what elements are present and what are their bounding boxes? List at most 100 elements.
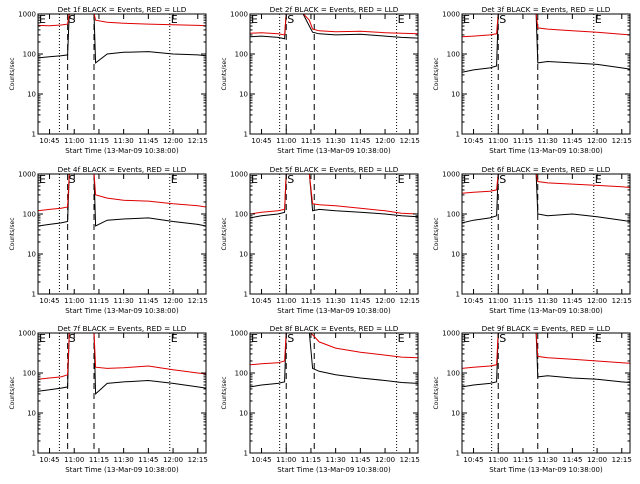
x-tick-label: 10:45	[463, 456, 483, 464]
x-tick-label: 12:15	[188, 456, 208, 464]
plot-frame	[461, 13, 631, 135]
y-tick-label: 10	[27, 91, 36, 99]
plot-frame	[461, 332, 631, 454]
x-tick-label: 12:00	[163, 297, 183, 305]
x-tick-label: 12:00	[587, 456, 607, 464]
y-tick-label: 100	[23, 211, 36, 219]
x-tick-label: 11:15	[301, 137, 321, 145]
x-tick-label: 11:00	[64, 297, 84, 305]
x-tick-label: 10:45	[39, 297, 59, 305]
x-tick-label: 12:15	[612, 456, 632, 464]
marker-label: E	[171, 173, 178, 186]
marker-label: E	[251, 173, 258, 186]
series-events	[38, 333, 206, 396]
y-axis-label: Counts/sec	[9, 376, 16, 409]
y-axis-label: Counts/sec	[221, 376, 228, 409]
x-tick-label: 10:45	[251, 456, 271, 464]
y-axis-label: Counts/sec	[221, 57, 228, 90]
x-tick-label: 11:45	[138, 456, 158, 464]
x-tick-label: 12:15	[400, 297, 420, 305]
x-tick-label: 12:00	[587, 137, 607, 145]
y-tick-label: 1000	[18, 171, 36, 179]
marker-label: E	[251, 332, 258, 345]
marker-label: E	[463, 13, 470, 26]
x-tick-label: 10:45	[251, 137, 271, 145]
marker-label: E	[171, 13, 178, 26]
x-tick-label: 11:00	[488, 297, 508, 305]
panel-title: Det 9f BLACK = Events, RED = LLD	[482, 324, 611, 333]
marker-label: E	[171, 332, 178, 345]
x-tick-label: 11:45	[350, 456, 370, 464]
x-tick-label: 10:45	[39, 137, 59, 145]
x-axis-label: Start Time (13-Mar-09 10:38:00)	[277, 307, 391, 315]
series-lld	[38, 174, 206, 212]
y-tick-label: 1	[456, 291, 460, 299]
series-events	[38, 14, 206, 64]
x-tick-label: 12:15	[612, 297, 632, 305]
series-lld	[38, 333, 206, 380]
marker-label: E	[463, 173, 470, 186]
marker-label: E	[398, 173, 405, 186]
detector-panel-9: Det 9f BLACK = Events, RED = LLD Counts/s…	[433, 324, 632, 474]
x-tick-label: 11:00	[276, 456, 296, 464]
x-tick-label: 12:00	[163, 137, 183, 145]
y-tick-label: 100	[447, 211, 460, 219]
marker-label: S	[69, 13, 76, 26]
y-tick-label: 100	[23, 51, 36, 59]
y-tick-label: 1	[244, 450, 248, 458]
marker-label: E	[595, 332, 602, 345]
x-axis-label: Start Time (13-Mar-09 10:38:00)	[489, 147, 603, 155]
marker-label: E	[39, 13, 46, 26]
panel-title: Det 1f BLACK = Events, RED = LLD	[58, 5, 187, 14]
x-tick-label: 11:15	[89, 137, 109, 145]
series-lld	[250, 174, 418, 215]
y-tick-label: 10	[239, 251, 248, 259]
x-axis-label: Start Time (13-Mar-09 10:38:00)	[489, 307, 603, 315]
panel-title: Det 5f BLACK = Events, RED = LLD	[270, 165, 399, 174]
x-tick-label: 12:00	[163, 456, 183, 464]
series-events	[38, 174, 206, 227]
y-tick-label: 10	[451, 251, 460, 259]
y-tick-label: 1000	[442, 171, 460, 179]
x-tick-label: 11:30	[114, 456, 134, 464]
x-tick-label: 11:45	[562, 137, 582, 145]
y-tick-label: 100	[447, 370, 460, 378]
marker-label: E	[39, 332, 46, 345]
marker-label: E	[595, 13, 602, 26]
detector-panel-6: Det 6f BLACK = Events, RED = LLD Counts/s…	[433, 165, 632, 315]
x-tick-label: 10:45	[251, 297, 271, 305]
x-tick-label: 12:15	[400, 137, 420, 145]
y-tick-label: 1	[32, 291, 36, 299]
x-tick-label: 11:45	[138, 297, 158, 305]
x-tick-label: 11:30	[114, 297, 134, 305]
x-tick-label: 11:15	[301, 297, 321, 305]
plot-frame	[249, 13, 419, 135]
y-tick-label: 10	[239, 410, 248, 418]
x-tick-label: 11:00	[64, 137, 84, 145]
marker-label: S	[499, 13, 506, 26]
series-lld	[250, 333, 418, 366]
x-tick-label: 11:00	[64, 456, 84, 464]
x-tick-label: 12:15	[188, 137, 208, 145]
panel-title: Det 4f BLACK = Events, RED = LLD	[58, 165, 187, 174]
plot-frame	[37, 173, 207, 295]
marker-label: E	[398, 332, 405, 345]
detector-panel-8: Det 8f BLACK = Events, RED = LLD Counts/s…	[221, 324, 420, 474]
x-axis-label: Start Time (13-Mar-09 10:38:00)	[277, 147, 391, 155]
x-axis-label: Start Time (13-Mar-09 10:38:00)	[277, 466, 391, 474]
y-tick-label: 10	[451, 91, 460, 99]
y-tick-label: 100	[235, 211, 248, 219]
x-tick-label: 11:30	[538, 297, 558, 305]
series-events	[250, 14, 418, 40]
x-tick-label: 11:30	[538, 456, 558, 464]
marker-label: S	[287, 13, 294, 26]
x-tick-label: 11:00	[276, 137, 296, 145]
series-events	[462, 14, 630, 73]
y-axis-label: Counts/sec	[433, 57, 440, 90]
x-tick-label: 11:15	[301, 456, 321, 464]
y-tick-label: 10	[451, 410, 460, 418]
plot-frame	[37, 13, 207, 135]
y-axis-label: Counts/sec	[433, 376, 440, 409]
